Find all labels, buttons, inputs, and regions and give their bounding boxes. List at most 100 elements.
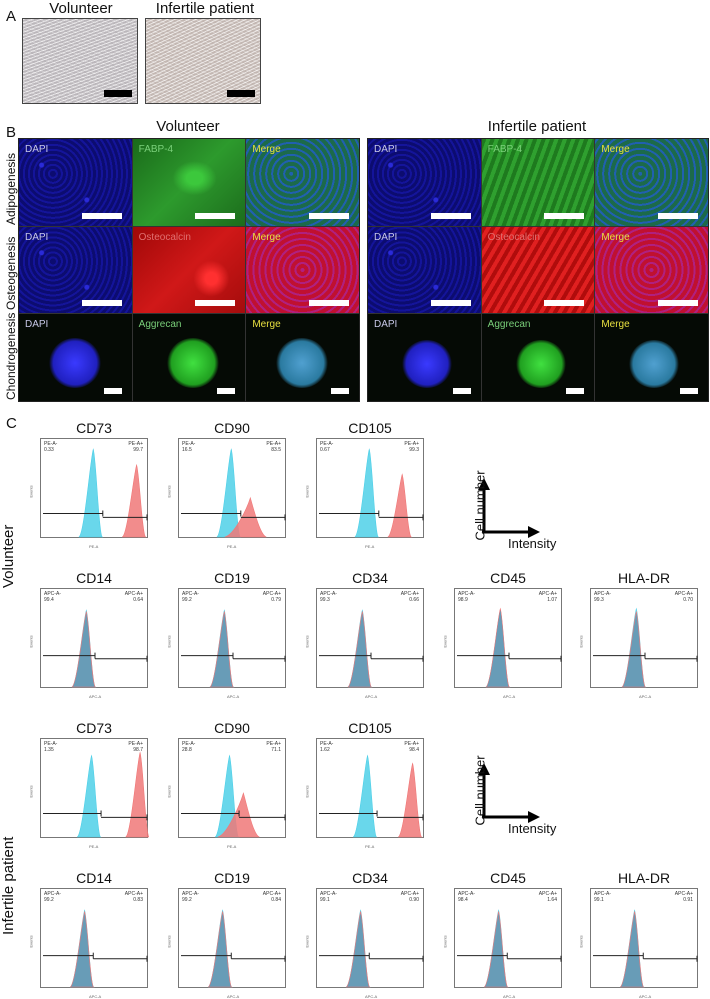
gate-negative-label: APC-A- 99.2 bbox=[44, 891, 61, 903]
panel-b-title-patient: Infertile patient bbox=[487, 118, 587, 135]
gate-negative-label: PE-A- 0.67 bbox=[320, 441, 334, 453]
y-axis-label: Events bbox=[166, 485, 172, 498]
flow-plot-title: CD73 bbox=[76, 720, 112, 736]
scale-bar bbox=[679, 387, 698, 394]
flow-plot-title: CD34 bbox=[352, 570, 388, 586]
tile-osteo-osteocalcin: Osteocalcin bbox=[481, 226, 595, 314]
gate-positive-label: APC-A+ 0.83 bbox=[124, 891, 143, 903]
channel-label: Merge bbox=[252, 231, 281, 243]
axis-legend-patient: Cell number Intensity bbox=[470, 755, 570, 836]
axis-arrows-icon bbox=[478, 478, 540, 538]
fluorescence-grid-volunteer: DAPI FABP-4 Merge DAPI Osteocalcin Merge… bbox=[18, 138, 360, 402]
scale-bar bbox=[81, 212, 122, 219]
tile-osteo-dapi: DAPI bbox=[19, 226, 132, 314]
y-axis-label: Events bbox=[578, 635, 584, 648]
y-axis-label: Events bbox=[442, 935, 448, 948]
flow-histogram: APC-A- 99.2 APC-A+ 0.83 APC-A Events bbox=[29, 888, 148, 999]
gate-positive-label: PE-A+ 98.4 bbox=[404, 741, 419, 753]
y-axis-label: Events bbox=[304, 785, 310, 798]
x-axis-label: APC-A bbox=[365, 694, 378, 699]
scale-bar bbox=[330, 387, 349, 394]
channel-label: Merge bbox=[601, 231, 630, 243]
flow-histogram: PE-A- 1.62 PE-A+ 98.4 PE-A Events bbox=[305, 738, 424, 849]
scale-bar bbox=[430, 300, 471, 307]
flow-plot-title: CD34 bbox=[352, 870, 388, 886]
channel-label: DAPI bbox=[25, 319, 49, 331]
scale-bar bbox=[657, 212, 698, 219]
flow-plot-title: CD73 bbox=[76, 420, 112, 436]
flow-histogram: APC-A- 99.4 APC-A+ 0.64 APC-A Events bbox=[29, 588, 148, 699]
flow-histogram: APC-A- 98.4 APC-A+ 1.64 APC-A Events bbox=[443, 888, 562, 999]
y-axis-label: Events bbox=[28, 785, 34, 798]
gate-negative-label: APC-A- 98.4 bbox=[458, 891, 475, 903]
tile-chondro-dapi: DAPI bbox=[19, 314, 132, 401]
channel-label: Osteocalcin bbox=[138, 231, 191, 243]
axis-arrows-icon bbox=[478, 763, 540, 823]
axis-legend-x-label: Intensity bbox=[508, 821, 557, 836]
gate-negative-label: APC-A- 99.1 bbox=[320, 891, 337, 903]
tile-chondro-aggrecan: Aggrecan bbox=[132, 314, 246, 401]
scale-bar bbox=[195, 212, 236, 219]
brightfield-image-volunteer bbox=[22, 18, 138, 104]
gate-negative-label: APC-A- 99.1 bbox=[594, 891, 611, 903]
gate-positive-label: APC-A+ 0.64 bbox=[124, 591, 143, 603]
gate-positive-label: APC-A+ 0.79 bbox=[262, 591, 281, 603]
pellet-merge bbox=[629, 340, 680, 389]
scale-bar bbox=[217, 387, 236, 394]
tile-chondro-dapi: DAPI bbox=[368, 314, 481, 401]
tile-chondro-merge: Merge bbox=[595, 314, 708, 401]
channel-label: DAPI bbox=[374, 231, 398, 243]
tile-adipo-fabp4: FABP-4 bbox=[481, 139, 595, 226]
gate-negative-label: PE-A- 16.5 bbox=[182, 441, 196, 453]
flow-histogram: APC-A- 99.3 APC-A+ 0.70 APC-A Events bbox=[579, 588, 698, 699]
gate-negative-label: PE-A- 1.35 bbox=[44, 741, 58, 753]
x-axis-label: APC-A bbox=[503, 694, 516, 699]
x-axis-label: PE-A bbox=[227, 544, 237, 549]
gate-negative-label: APC-A- 98.9 bbox=[458, 591, 475, 603]
tile-osteo-merge: Merge bbox=[595, 226, 708, 314]
flow-histogram: PE-A- 16.5 PE-A+ 83.5 PE-A Events bbox=[167, 438, 286, 549]
tile-chondro-merge: Merge bbox=[246, 314, 359, 401]
x-axis-label: PE-A bbox=[365, 844, 375, 849]
scale-bar bbox=[103, 387, 122, 394]
y-axis-label: Events bbox=[304, 485, 310, 498]
scale-bar bbox=[308, 212, 349, 219]
gate-negative-label: APC-A- 99.3 bbox=[320, 591, 337, 603]
gate-positive-label: APC-A+ 0.90 bbox=[400, 891, 419, 903]
flow-plot-title: CD45 bbox=[490, 570, 526, 586]
axis-legend-x-label: Intensity bbox=[508, 536, 557, 551]
gate-positive-label: APC-A+ 0.84 bbox=[262, 891, 281, 903]
pellet-dapi bbox=[49, 338, 101, 389]
flow-plot-title: CD14 bbox=[76, 570, 112, 586]
panel-a-letter: A bbox=[6, 8, 17, 25]
tile-adipo-dapi: DAPI bbox=[19, 139, 132, 226]
gate-negative-label: PE-A- 28.8 bbox=[182, 741, 196, 753]
gate-positive-label: PE-A+ 98.7 bbox=[128, 741, 143, 753]
scale-bar bbox=[227, 90, 255, 97]
row-label-chondrogenesis: Chondrogenesis bbox=[4, 312, 18, 400]
flow-plot-title: HLA-DR bbox=[617, 570, 671, 586]
flow-histogram: PE-A- 0.33 PE-A+ 99.7 PE-A Events bbox=[29, 438, 148, 549]
scale-bar bbox=[104, 90, 132, 97]
axis-legend-y-label: Cell number bbox=[472, 755, 488, 826]
y-axis-label: Events bbox=[28, 485, 34, 498]
fluorescence-grid-patient: DAPI FABP-4 Merge DAPI Osteocalcin Merge… bbox=[367, 138, 709, 402]
tile-osteo-osteocalcin: Osteocalcin bbox=[132, 226, 246, 314]
pellet-merge bbox=[276, 338, 329, 389]
flow-plot-title: CD14 bbox=[76, 870, 112, 886]
flow-histogram: PE-A- 0.67 PE-A+ 99.3 PE-A Events bbox=[305, 438, 424, 549]
tile-osteo-merge: Merge bbox=[246, 226, 359, 314]
channel-label: Merge bbox=[252, 319, 281, 331]
channel-label: Merge bbox=[601, 319, 630, 331]
y-axis-label: Events bbox=[166, 935, 172, 948]
scale-bar bbox=[452, 387, 471, 394]
channel-label: DAPI bbox=[25, 144, 49, 155]
scale-bar bbox=[81, 300, 122, 307]
x-axis-label: PE-A bbox=[365, 544, 375, 549]
x-axis-label: PE-A bbox=[89, 844, 99, 849]
flow-histogram: APC-A- 99.1 APC-A+ 0.90 APC-A Events bbox=[305, 888, 424, 999]
x-axis-label: APC-A bbox=[639, 694, 652, 699]
flow-plot-title: CD90 bbox=[214, 420, 250, 436]
x-axis-label: APC-A bbox=[89, 994, 102, 999]
flow-plot-title: CD90 bbox=[214, 720, 250, 736]
